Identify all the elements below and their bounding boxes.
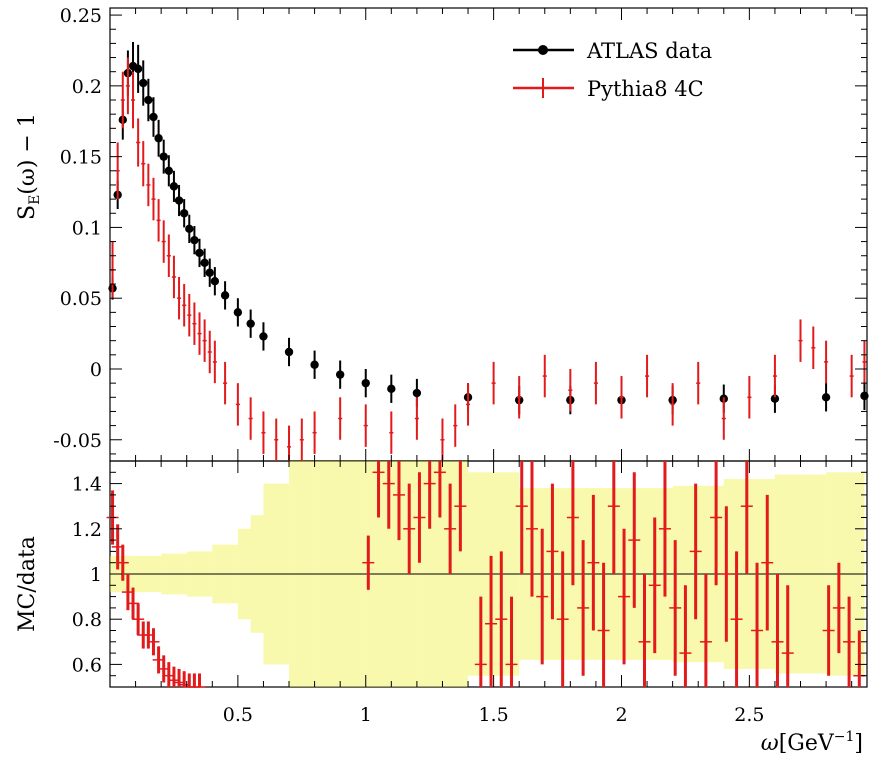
x-axis-title: ω[GeV−1] [761,729,863,756]
data-point [190,235,199,245]
axes: 0.5 1 1.5 2 2.5 -0.05 0 0.05 0.1 0.15 0.2 0.25 0.6 0.… [53,5,867,726]
data-point [144,95,153,105]
data-point [310,360,319,369]
data-point [770,394,780,403]
lower-y-tick-label: 1 [90,564,102,586]
data-point [154,134,163,143]
x-tick-label: 1.5 [479,704,509,726]
data-point [335,370,345,379]
data-point [210,277,220,286]
data-point [821,393,831,402]
upper-y-tick-label: 0 [90,359,102,381]
upper-y-tick-label: 0.15 [60,147,102,169]
upper-y-axis-title: SE(ω) − 1 [15,113,43,220]
upper-panel-frame [109,7,868,462]
data-point [164,166,174,175]
data-point [179,209,189,218]
lower-y-axis-title: MC/data [15,536,40,632]
x-tick-label: 2 [615,704,627,726]
series-atlas-data [108,41,869,415]
data-point [233,308,243,317]
data-point [169,182,179,191]
lower-panel-series [106,461,866,688]
upper-y-tick-label: 0.05 [60,288,102,310]
upper-y-tick-label: 0.1 [72,217,102,239]
upper-y-tick-label: -0.05 [53,430,102,452]
lower-y-tick-label: 0.8 [72,609,102,631]
data-point [387,384,396,394]
legend-atlas-label: ATLAS data [586,39,712,63]
data-point [220,291,230,300]
data-point [412,388,422,398]
legend: ATLAS data Pythia8 4C [513,39,712,101]
ratio-uncertainty-band [110,461,867,687]
data-point [149,112,158,122]
legend-atlas-marker [538,45,548,55]
legend-pythia-label: Pythia8 4C [587,77,704,101]
lower-y-tick-label: 0.6 [72,654,102,676]
data-point [174,196,184,205]
data-point [860,391,869,401]
data-point [200,258,209,268]
data-point [284,347,294,357]
data-point [185,224,194,234]
data-point [246,319,255,328]
lower-y-tick-label: 1.4 [72,474,102,496]
upper-y-tick-label: 0.25 [60,5,102,27]
lower-y-tick-label: 1.2 [72,519,102,541]
data-point [195,248,204,258]
data-point [205,268,214,277]
data-point [133,64,143,74]
series-pythia8 [110,57,867,461]
data-point [159,152,168,161]
x-tick-label: 0.5 [223,704,253,726]
upper-panel-series [108,41,869,461]
x-tick-label: 1 [360,704,372,726]
upper-y-tick-label: 0.2 [72,76,102,98]
x-tick-label: 2.5 [734,704,764,726]
data-point [259,332,268,341]
data-point [361,378,370,388]
data-point [139,78,148,88]
